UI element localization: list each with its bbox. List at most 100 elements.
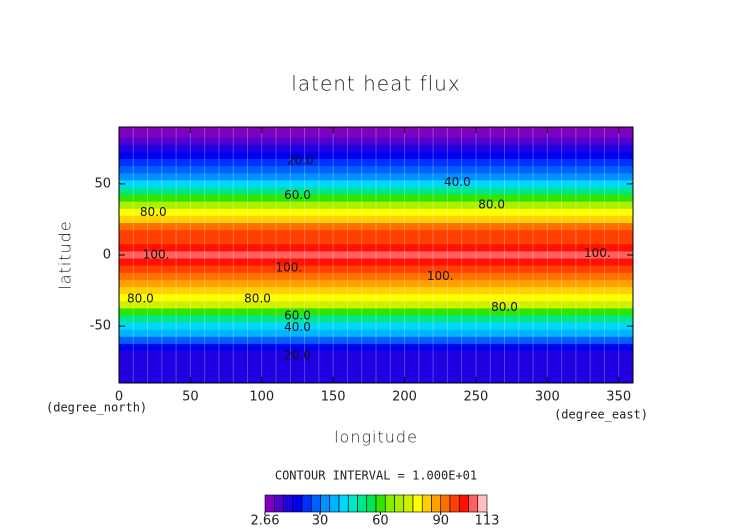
contour-label: 100. xyxy=(276,260,303,274)
x-tick-label: 50 xyxy=(182,390,199,405)
y-tick-label: -50 xyxy=(90,319,111,334)
contour-label: 80.0 xyxy=(127,292,154,306)
contour-band xyxy=(119,365,633,373)
x-tick-label: 200 xyxy=(392,390,417,405)
x-unit: (degree_north) xyxy=(46,401,147,415)
contour-band xyxy=(119,166,633,174)
x-tick-label: 300 xyxy=(535,390,560,405)
colorbar-tick-label: 2.66 xyxy=(251,514,280,529)
y-tick-label: 0 xyxy=(103,248,111,263)
y-axis-label: latitude xyxy=(56,220,75,289)
colorbar-box xyxy=(310,494,321,513)
chart-title: latent heat flux xyxy=(291,72,460,96)
colorbar-box xyxy=(458,494,469,513)
colorbar-box xyxy=(412,494,423,513)
contour-band xyxy=(119,230,633,238)
plot-area: 20.040.060.080.080.0100.100.100.100.80.0… xyxy=(119,127,633,383)
contour-label: 100. xyxy=(427,269,454,283)
contour-band xyxy=(119,187,633,196)
contour-band xyxy=(119,308,633,316)
contour-band xyxy=(119,215,633,224)
colorbar-box xyxy=(301,494,312,513)
contour-band xyxy=(119,372,633,380)
contour-label: 20.0 xyxy=(284,348,311,362)
colorbar-box xyxy=(403,494,414,513)
contour-label: 40.0 xyxy=(284,320,311,334)
contour-band xyxy=(119,137,633,146)
contour-label: 60.0 xyxy=(284,309,311,323)
colorbar-box xyxy=(357,494,368,513)
contour-band xyxy=(119,237,633,245)
x-tick-label: 100 xyxy=(249,390,274,405)
colorbar-box xyxy=(366,494,377,513)
contour-band xyxy=(119,287,633,295)
contour-label: 80.0 xyxy=(244,292,271,306)
contour-band xyxy=(119,180,633,188)
contour-band xyxy=(119,343,633,352)
contour-band xyxy=(119,201,633,210)
x-tick-label: 150 xyxy=(321,390,346,405)
contour-label: 100. xyxy=(584,246,611,260)
colorbar-box xyxy=(283,494,294,513)
x-tick-label: 0 xyxy=(115,390,123,405)
contour-band xyxy=(119,301,633,309)
colorbar-box xyxy=(394,494,405,513)
colorbar-box xyxy=(431,494,442,513)
contour-band xyxy=(119,159,633,167)
contour-band xyxy=(119,173,633,181)
contour-band xyxy=(119,336,633,345)
contour-label: 40.0 xyxy=(444,175,471,189)
contour-label: 60.0 xyxy=(284,188,311,202)
contour-band xyxy=(119,130,633,139)
contour-band xyxy=(119,194,633,203)
y-tick-label: 50 xyxy=(94,176,111,191)
contour-band xyxy=(119,351,633,359)
colorbar-box xyxy=(477,494,488,513)
colorbar-box xyxy=(440,494,451,513)
contour-band xyxy=(119,244,633,252)
contour-band xyxy=(119,379,633,383)
contour-band xyxy=(119,251,633,260)
x-tick-label: 250 xyxy=(464,390,489,405)
contour-band xyxy=(119,127,633,132)
colorbar-box xyxy=(421,494,432,513)
colorbar-box xyxy=(273,494,284,513)
x-axis-label: longitude xyxy=(334,428,418,447)
y-unit: (degree_east) xyxy=(554,408,648,422)
contour-band xyxy=(119,223,633,231)
colorbar-tick-label: 113 xyxy=(475,514,500,529)
x-tick-label: 350 xyxy=(606,390,631,405)
colorbar-tick-label: 90 xyxy=(432,514,449,529)
colorbar-box xyxy=(320,494,331,513)
contour-band xyxy=(119,294,633,302)
contour-label: 80.0 xyxy=(140,205,167,219)
contour-label: 100. xyxy=(143,248,170,262)
contour-band xyxy=(119,272,633,281)
contour-band xyxy=(119,265,633,274)
colorbar-box xyxy=(468,494,479,513)
contour-band xyxy=(119,358,633,366)
colorbar-box xyxy=(449,494,460,513)
colorbar-box xyxy=(384,494,395,513)
contour-label: 20.0 xyxy=(287,154,314,168)
colorbar-box xyxy=(329,494,340,513)
colorbar-tick-label: 60 xyxy=(372,514,389,529)
colorbar-box xyxy=(338,494,349,513)
colorbar-box xyxy=(375,494,386,513)
contour-label: 80.0 xyxy=(478,198,505,212)
colorbar-box xyxy=(347,494,358,513)
contour-band xyxy=(119,322,633,331)
contour-band xyxy=(119,329,633,338)
colorbar-box xyxy=(292,494,303,513)
contour-band xyxy=(119,315,633,324)
contour-band xyxy=(119,258,633,267)
contour-label: 80.0 xyxy=(491,300,518,314)
contour-band xyxy=(119,144,633,153)
colorbar-box xyxy=(264,494,275,513)
contour-band xyxy=(119,151,633,160)
contour-interval: CONTOUR INTERVAL = 1.000E+01 xyxy=(275,469,477,483)
contour-band xyxy=(119,279,633,288)
colorbar-tick-label: 30 xyxy=(312,514,329,529)
contour-band xyxy=(119,208,633,217)
